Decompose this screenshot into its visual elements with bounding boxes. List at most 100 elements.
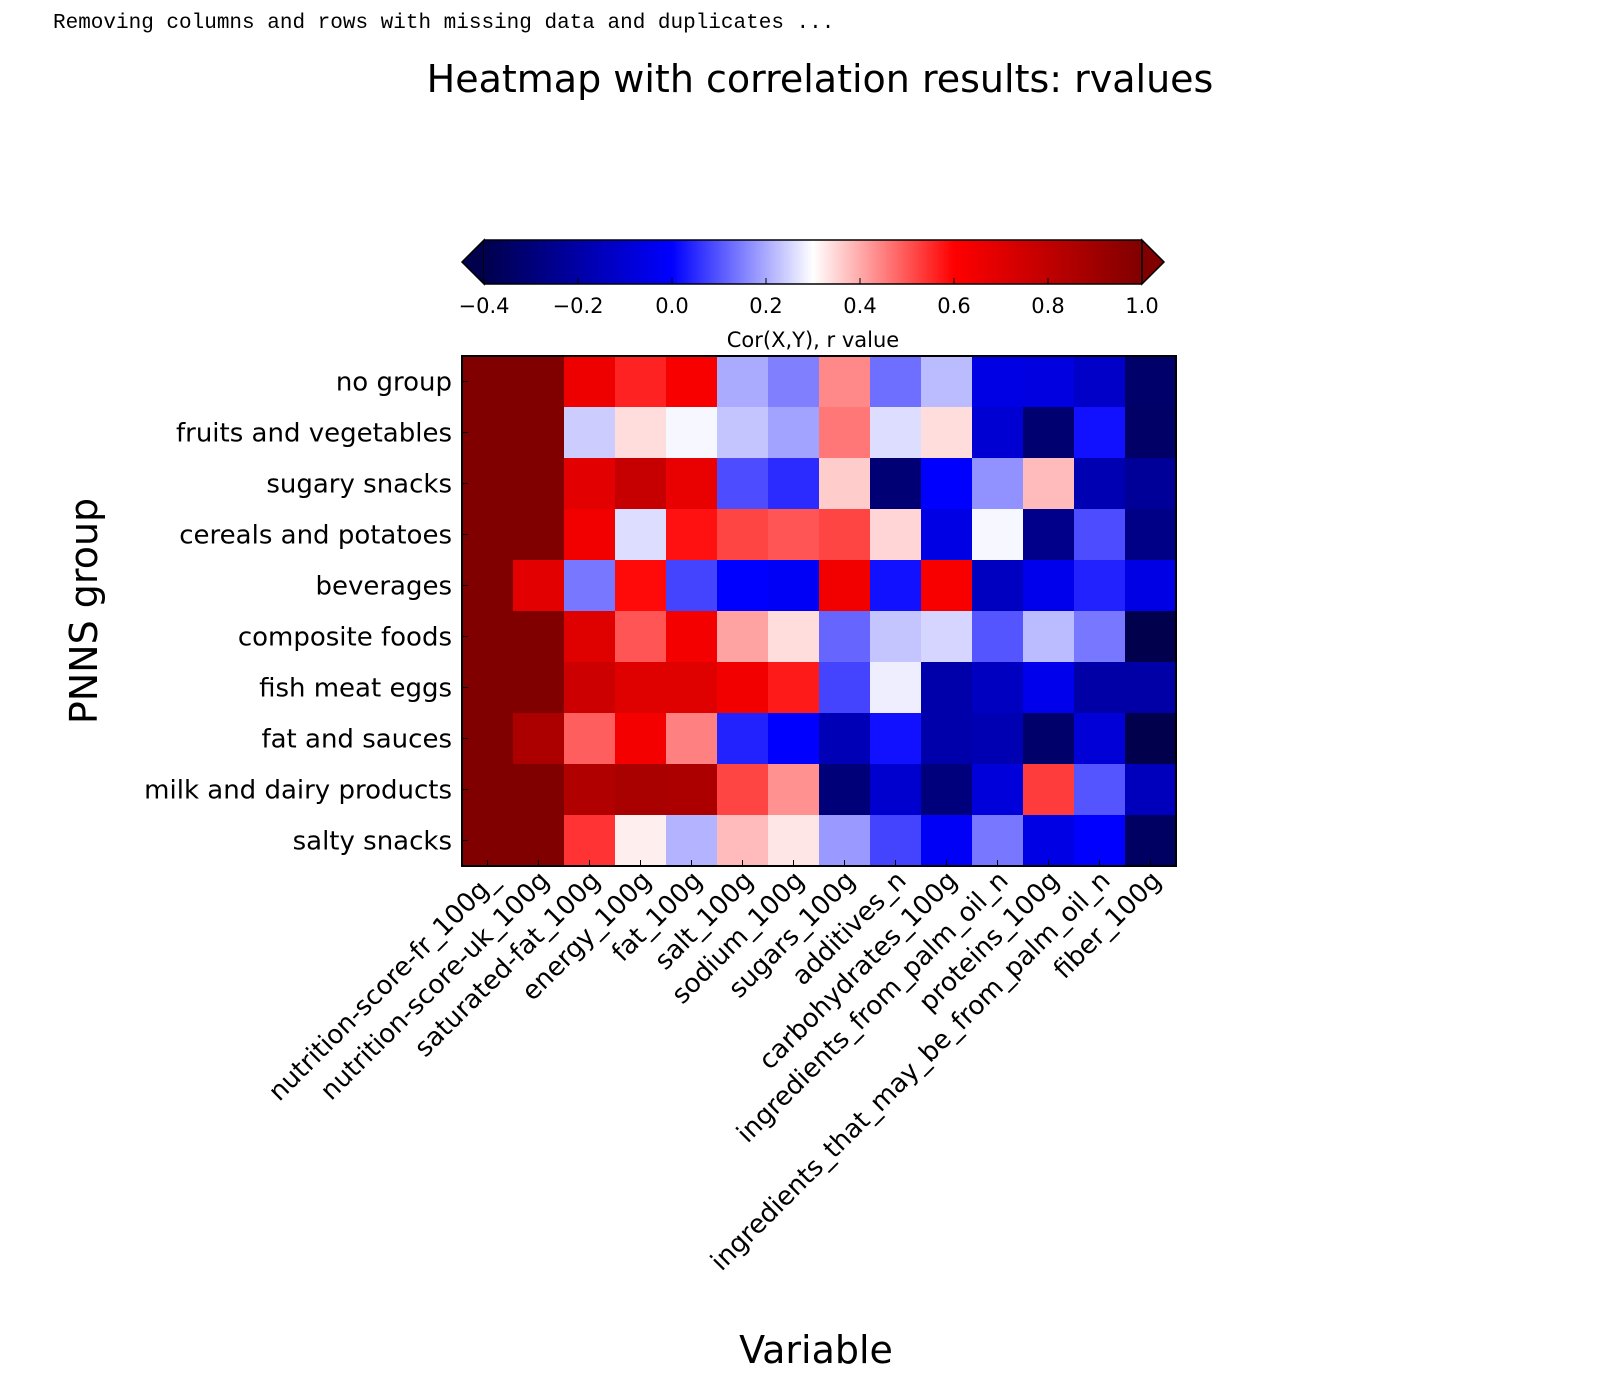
- heatmap-cell: [1023, 662, 1075, 714]
- heatmap-cell: [1125, 509, 1177, 561]
- heatmap-cell: [1125, 611, 1177, 663]
- heatmap-cell: [462, 815, 514, 867]
- heatmap-cell: [1125, 407, 1177, 459]
- heatmap-cell: [1023, 458, 1075, 510]
- heatmap-cell: [513, 509, 565, 561]
- heatmap-cell: [1074, 560, 1126, 612]
- heatmap-cell: [1023, 764, 1075, 816]
- heatmap-cell: [921, 662, 973, 714]
- heatmap-cell: [462, 356, 514, 408]
- heatmap-cell: [870, 509, 922, 561]
- heatmap-cell: [462, 764, 514, 816]
- console-output-line: Removing columns and rows with missing d…: [53, 12, 835, 35]
- heatmap-cell: [666, 509, 718, 561]
- row-label: milk and dairy products: [144, 776, 452, 806]
- colorbar-tick-label: −0.2: [553, 294, 604, 318]
- heatmap-cell: [972, 662, 1024, 714]
- heatmap-cell: [717, 815, 769, 867]
- heatmap-frame: [461, 355, 1177, 867]
- heatmap-cell: [666, 662, 718, 714]
- heatmap-cell: [1125, 815, 1177, 867]
- colorbar-outline: [484, 239, 1142, 285]
- heatmap-cell: [921, 815, 973, 867]
- heatmap-cell: [1023, 407, 1075, 459]
- heatmap-cell: [1125, 764, 1177, 816]
- colorbar-tick-label: 0.2: [749, 294, 782, 318]
- heatmap-cell: [870, 611, 922, 663]
- heatmap-cell: [768, 611, 820, 663]
- row-label: fish meat eggs: [259, 674, 452, 704]
- colorbar-low-extension: [460, 238, 485, 286]
- heatmap-cell: [819, 356, 871, 408]
- row-labels: no group fruits and vegetables sugary snac…: [144, 368, 468, 857]
- heatmap-cell: [972, 458, 1024, 510]
- heatmap-cell: [819, 560, 871, 612]
- heatmap-cell: [870, 713, 922, 765]
- heatmap-cell: [768, 356, 820, 408]
- heatmap-cell: [513, 815, 565, 867]
- heatmap-cell: [666, 815, 718, 867]
- heatmap-cell: [1125, 356, 1177, 408]
- heatmap-cell: [870, 815, 922, 867]
- colorbar: −0.4 −0.2 0.0 0.2 0.4 0.6 0.8 1.0 Cor(X,Y), r v…: [459, 238, 1166, 352]
- heatmap-cell: [717, 611, 769, 663]
- heatmap-cell: [717, 509, 769, 561]
- heatmap-cell: [921, 509, 973, 561]
- heatmap-cell: [1074, 713, 1126, 765]
- heatmap-cell: [666, 356, 718, 408]
- heatmap-cell: [666, 713, 718, 765]
- row-label: fat and sauces: [261, 725, 452, 755]
- heatmap-cell: [870, 560, 922, 612]
- heatmap-cell: [1074, 815, 1126, 867]
- heatmap-cell: [717, 458, 769, 510]
- row-label: sugary snacks: [266, 470, 452, 500]
- heatmap-cell: [462, 509, 514, 561]
- heatmap-cell: [462, 611, 514, 663]
- heatmap-cell: [870, 407, 922, 459]
- heatmap-cell: [1074, 458, 1126, 510]
- heatmap-cell: [921, 458, 973, 510]
- heatmap-cell: [513, 356, 565, 408]
- heatmap-cell: [666, 764, 718, 816]
- heatmap-cell: [1125, 560, 1177, 612]
- heatmap-cell: [972, 611, 1024, 663]
- heatmap-cell: [564, 407, 616, 459]
- heatmap-cell: [666, 458, 718, 510]
- heatmap-cell: [564, 611, 616, 663]
- heatmap-cell: [564, 815, 616, 867]
- heatmap-cell: [819, 662, 871, 714]
- heatmap-cell: [1125, 713, 1177, 765]
- row-label: composite foods: [238, 623, 452, 653]
- heatmap-cell: [768, 713, 820, 765]
- heatmap-cell: [921, 764, 973, 816]
- heatmap-cell: [1074, 509, 1126, 561]
- x-axis-label: Variable: [739, 1328, 893, 1372]
- heatmap-cell: [717, 356, 769, 408]
- heatmap-cell: [615, 662, 667, 714]
- heatmap-cell: [513, 713, 565, 765]
- heatmap-cell: [921, 611, 973, 663]
- colorbar-tick-label: 0.0: [655, 294, 688, 318]
- heatmap-cell: [921, 560, 973, 612]
- heatmap-cell: [819, 611, 871, 663]
- heatmap-cell: [462, 662, 514, 714]
- row-label: salty snacks: [293, 827, 452, 857]
- heatmap-cell: [870, 662, 922, 714]
- heatmap-cell: [972, 407, 1024, 459]
- row-label: cereals and potatoes: [179, 521, 452, 551]
- colorbar-tick-label: 0.4: [843, 294, 876, 318]
- heatmap-cell: [666, 560, 718, 612]
- heatmap-cell: [717, 764, 769, 816]
- heatmap-cell: [615, 356, 667, 408]
- heatmap-cell: [615, 764, 667, 816]
- heatmap-cell: [615, 713, 667, 765]
- heatmap-cell: [564, 509, 616, 561]
- heatmap-cell: [768, 458, 820, 510]
- heatmap-cell: [768, 662, 820, 714]
- y-axis-label: PNNS group: [62, 498, 106, 724]
- heatmap-cell: [564, 356, 616, 408]
- column-labels: nutrition-score-fr_100g_nutrition-score-…: [263, 860, 1167, 1277]
- row-label: no group: [336, 368, 452, 398]
- heatmap-cell: [564, 662, 616, 714]
